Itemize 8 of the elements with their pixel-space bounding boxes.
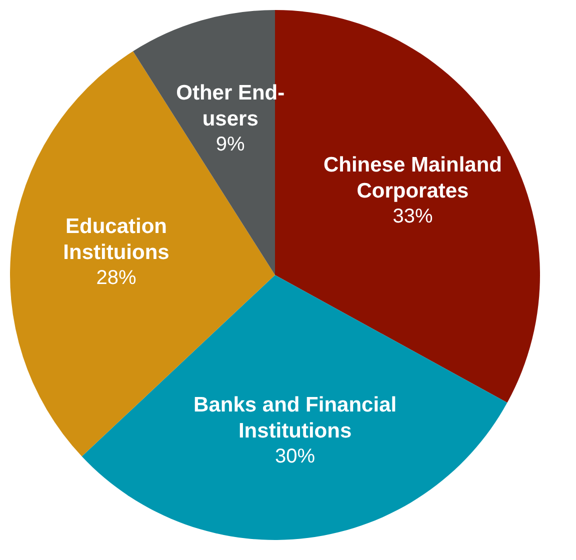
data-label: 33% (392, 206, 433, 228)
data-label: 9% (216, 133, 246, 156)
data-label: 28% (96, 266, 136, 289)
slice-label: Other End-users (176, 81, 285, 130)
slice-label: Chinese Mainland Corporates (323, 154, 502, 203)
data-label: 30% (275, 446, 316, 468)
slice-label: Education Instituions (63, 214, 170, 264)
slice-label: Banks and Financial Institutions (194, 394, 397, 443)
